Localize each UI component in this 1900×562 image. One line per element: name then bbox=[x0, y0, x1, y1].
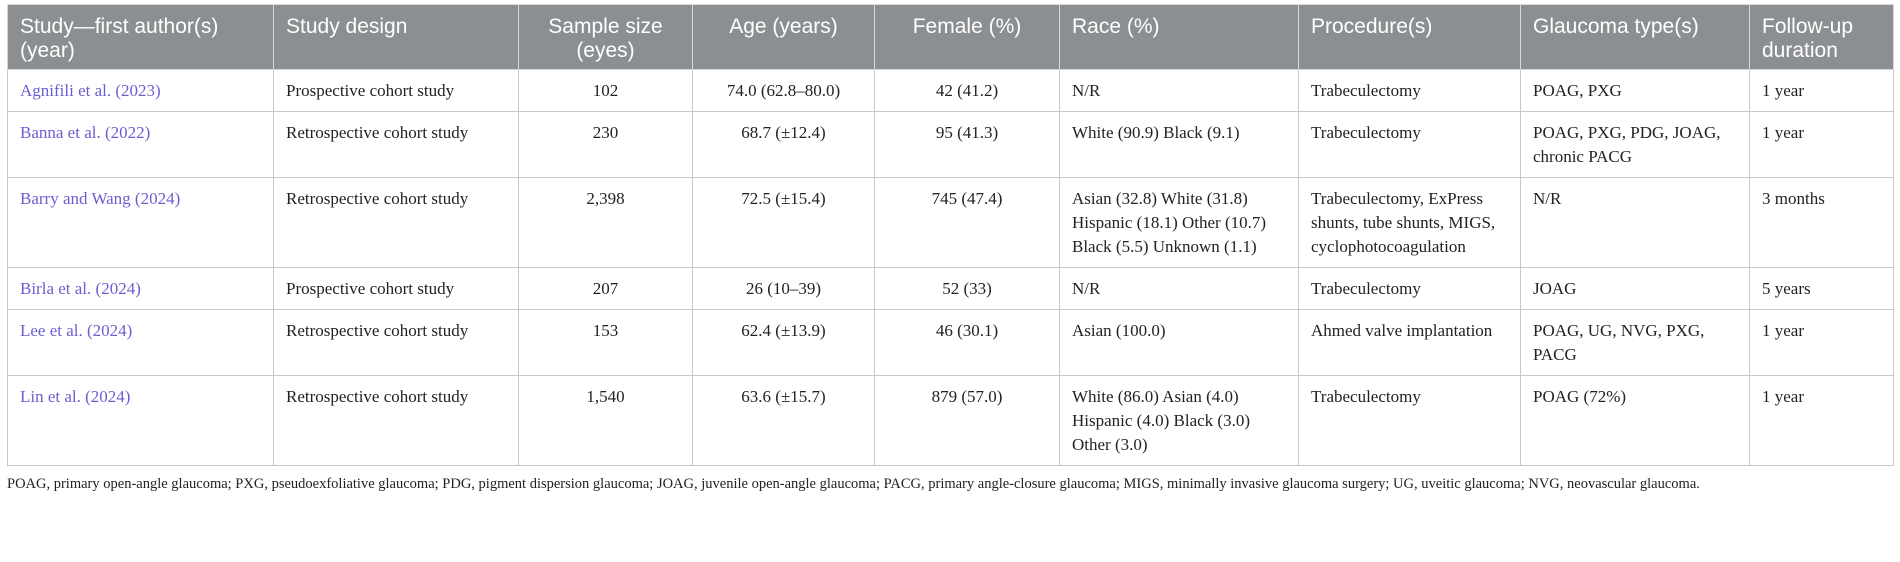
follow-up-cell: 3 months bbox=[1749, 177, 1894, 268]
glaucoma-type-cell: JOAG bbox=[1520, 267, 1750, 310]
age-cell: 62.4 (±13.9) bbox=[692, 309, 875, 376]
header-study: Study—first author(s) (year) bbox=[7, 4, 274, 70]
study-link[interactable]: Barry and Wang (2024) bbox=[7, 177, 274, 268]
header-glaucoma-types: Glaucoma type(s) bbox=[1520, 4, 1750, 70]
race-cell: White (90.9) Black (9.1) bbox=[1059, 111, 1299, 178]
sample-size-cell: 2,398 bbox=[518, 177, 693, 268]
sample-size-cell: 230 bbox=[518, 111, 693, 178]
age-cell: 68.7 (±12.4) bbox=[692, 111, 875, 178]
female-cell: 95 (41.3) bbox=[874, 111, 1060, 178]
header-age: Age (years) bbox=[692, 4, 875, 70]
header-race: Race (%) bbox=[1059, 4, 1299, 70]
header-follow-up: Follow-up duration bbox=[1749, 4, 1894, 70]
header-sample-size: Sample size (eyes) bbox=[518, 4, 693, 70]
procedure-cell: Trabeculectomy, ExPress shunts, tube shu… bbox=[1298, 177, 1521, 268]
study-link[interactable]: Lee et al. (2024) bbox=[7, 309, 274, 376]
race-cell: N/R bbox=[1059, 267, 1299, 310]
sample-size-cell: 1,540 bbox=[518, 375, 693, 466]
glaucoma-type-cell: N/R bbox=[1520, 177, 1750, 268]
procedure-cell: Trabeculectomy bbox=[1298, 111, 1521, 178]
race-cell: White (86.0) Asian (4.0) Hispanic (4.0) … bbox=[1059, 375, 1299, 466]
age-cell: 74.0 (62.8–80.0) bbox=[692, 69, 875, 112]
procedure-cell: Trabeculectomy bbox=[1298, 375, 1521, 466]
study-link[interactable]: Banna et al. (2022) bbox=[7, 111, 274, 178]
study-link[interactable]: Lin et al. (2024) bbox=[7, 375, 274, 466]
race-cell: N/R bbox=[1059, 69, 1299, 112]
glaucoma-type-cell: POAG, PXG, PDG, JOAG, chronic PACG bbox=[1520, 111, 1750, 178]
glaucoma-type-cell: POAG, UG, NVG, PXG, PACG bbox=[1520, 309, 1750, 376]
table-row: Agnifili et al. (2023) Prospective cohor… bbox=[7, 69, 1894, 112]
follow-up-cell: 1 year bbox=[1749, 309, 1894, 376]
table-header: Study—first author(s) (year) Study desig… bbox=[7, 4, 1894, 70]
study-link[interactable]: Birla et al. (2024) bbox=[7, 267, 274, 310]
follow-up-cell: 1 year bbox=[1749, 375, 1894, 466]
study-design-cell: Retrospective cohort study bbox=[273, 375, 519, 466]
sample-size-cell: 153 bbox=[518, 309, 693, 376]
header-female: Female (%) bbox=[874, 4, 1060, 70]
sample-size-cell: 102 bbox=[518, 69, 693, 112]
race-cell: Asian (32.8) White (31.8) Hispanic (18.1… bbox=[1059, 177, 1299, 268]
glaucoma-type-cell: POAG, PXG bbox=[1520, 69, 1750, 112]
procedure-cell: Trabeculectomy bbox=[1298, 267, 1521, 310]
header-row: Study—first author(s) (year) Study desig… bbox=[7, 4, 1894, 70]
study-link[interactable]: Agnifili et al. (2023) bbox=[7, 69, 274, 112]
table-body: Agnifili et al. (2023) Prospective cohor… bbox=[7, 69, 1894, 466]
study-design-cell: Retrospective cohort study bbox=[273, 111, 519, 178]
glaucoma-type-cell: POAG (72%) bbox=[1520, 375, 1750, 466]
female-cell: 745 (47.4) bbox=[874, 177, 1060, 268]
female-cell: 46 (30.1) bbox=[874, 309, 1060, 376]
study-characteristics-table: Study—first author(s) (year) Study desig… bbox=[7, 4, 1894, 466]
study-design-cell: Prospective cohort study bbox=[273, 69, 519, 112]
header-study-design: Study design bbox=[273, 4, 519, 70]
sample-size-cell: 207 bbox=[518, 267, 693, 310]
follow-up-cell: 1 year bbox=[1749, 69, 1894, 112]
age-cell: 63.6 (±15.7) bbox=[692, 375, 875, 466]
table-row: Barry and Wang (2024) Retrospective coho… bbox=[7, 177, 1894, 268]
procedure-cell: Trabeculectomy bbox=[1298, 69, 1521, 112]
age-cell: 72.5 (±15.4) bbox=[692, 177, 875, 268]
table-footnote: POAG, primary open-angle glaucoma; PXG, … bbox=[7, 476, 1700, 492]
age-cell: 26 (10–39) bbox=[692, 267, 875, 310]
female-cell: 42 (41.2) bbox=[874, 69, 1060, 112]
table-row: Birla et al. (2024) Prospective cohort s… bbox=[7, 267, 1894, 310]
follow-up-cell: 1 year bbox=[1749, 111, 1894, 178]
study-design-cell: Prospective cohort study bbox=[273, 267, 519, 310]
female-cell: 52 (33) bbox=[874, 267, 1060, 310]
study-table-container: Study—first author(s) (year) Study desig… bbox=[7, 4, 1900, 495]
table-row: Lee et al. (2024) Retrospective cohort s… bbox=[7, 309, 1894, 376]
study-design-cell: Retrospective cohort study bbox=[273, 309, 519, 376]
race-cell: Asian (100.0) bbox=[1059, 309, 1299, 376]
header-procedures: Procedure(s) bbox=[1298, 4, 1521, 70]
study-design-cell: Retrospective cohort study bbox=[273, 177, 519, 268]
table-row: Lin et al. (2024) Retrospective cohort s… bbox=[7, 375, 1894, 466]
female-cell: 879 (57.0) bbox=[874, 375, 1060, 466]
follow-up-cell: 5 years bbox=[1749, 267, 1894, 310]
procedure-cell: Ahmed valve implantation bbox=[1298, 309, 1521, 376]
table-row: Banna et al. (2022) Retrospective cohort… bbox=[7, 111, 1894, 178]
